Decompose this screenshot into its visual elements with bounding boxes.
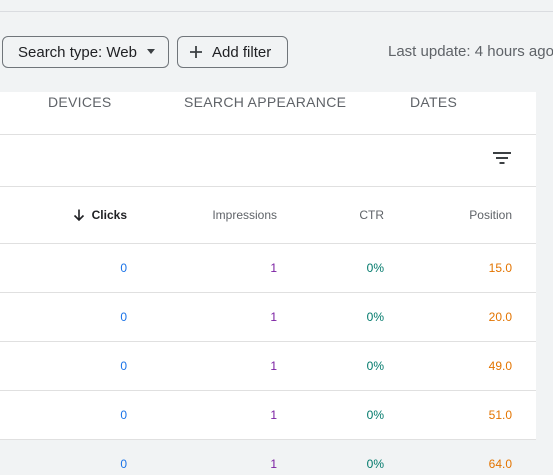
cell-ctr: 0% bbox=[366, 310, 384, 324]
cell-ctr: 0% bbox=[366, 359, 384, 373]
cell-impressions: 1 bbox=[270, 359, 277, 373]
add-filter-label: Add filter bbox=[212, 43, 272, 61]
cell-impressions: 1 bbox=[270, 457, 277, 471]
plus-icon bbox=[190, 46, 202, 58]
cell-ctr: 0% bbox=[366, 408, 384, 422]
row-divider bbox=[0, 439, 536, 440]
tabs-divider bbox=[0, 134, 536, 135]
filter-divider bbox=[0, 186, 536, 187]
table-row[interactable]: 0 1 0% 20.0 bbox=[0, 293, 536, 342]
cell-clicks: 0 bbox=[120, 457, 127, 471]
table-row[interactable]: 0 1 0% 49.0 bbox=[0, 342, 536, 391]
last-update-text: Last update: 4 hours ago bbox=[388, 43, 553, 60]
column-header-clicks[interactable]: Clicks bbox=[72, 208, 127, 222]
header-divider bbox=[0, 243, 536, 244]
table-row[interactable]: 0 1 0% 64.0 bbox=[0, 440, 536, 475]
add-filter-button[interactable]: Add filter bbox=[177, 36, 288, 68]
row-divider bbox=[0, 390, 536, 391]
search-type-dropdown[interactable]: Search type: Web bbox=[2, 36, 169, 68]
column-header-ctr[interactable]: CTR bbox=[359, 208, 384, 222]
arrow-down-icon bbox=[73, 209, 84, 222]
tab-dates[interactable]: DATES bbox=[410, 94, 458, 110]
cell-impressions: 1 bbox=[270, 310, 277, 324]
row-divider bbox=[0, 292, 536, 293]
cell-impressions: 1 bbox=[270, 261, 277, 275]
cell-clicks: 0 bbox=[120, 261, 127, 275]
cell-impressions: 1 bbox=[270, 408, 277, 422]
table-row[interactable]: 0 1 0% 51.0 bbox=[0, 391, 536, 440]
caret-down-icon bbox=[147, 49, 155, 54]
tab-devices[interactable]: DEVICES bbox=[48, 94, 112, 110]
cell-ctr: 0% bbox=[366, 261, 384, 275]
cell-clicks: 0 bbox=[120, 310, 127, 324]
cell-ctr: 0% bbox=[366, 457, 384, 471]
cell-position: 51.0 bbox=[488, 408, 512, 422]
table-row[interactable]: 0 1 0% 15.0 bbox=[0, 244, 536, 293]
tab-search-appearance[interactable]: SEARCH APPEARANCE bbox=[184, 94, 347, 110]
search-type-label: Search type: Web bbox=[18, 43, 137, 61]
cell-position: 49.0 bbox=[488, 359, 512, 373]
cell-position: 20.0 bbox=[488, 310, 512, 324]
clicks-header-label: Clicks bbox=[91, 208, 127, 222]
column-header-impressions[interactable]: Impressions bbox=[212, 208, 277, 222]
filter-rows-button[interactable] bbox=[488, 146, 516, 170]
cell-clicks: 0 bbox=[120, 408, 127, 422]
cell-clicks: 0 bbox=[120, 359, 127, 373]
top-divider bbox=[0, 11, 553, 12]
filter-list-icon bbox=[493, 152, 511, 164]
row-divider bbox=[0, 341, 536, 342]
cell-position: 15.0 bbox=[488, 261, 512, 275]
column-header-position[interactable]: Position bbox=[469, 208, 512, 222]
cell-position: 64.0 bbox=[488, 457, 512, 471]
performance-table-card: DEVICES SEARCH APPEARANCE DATES Clicks I… bbox=[0, 92, 536, 475]
